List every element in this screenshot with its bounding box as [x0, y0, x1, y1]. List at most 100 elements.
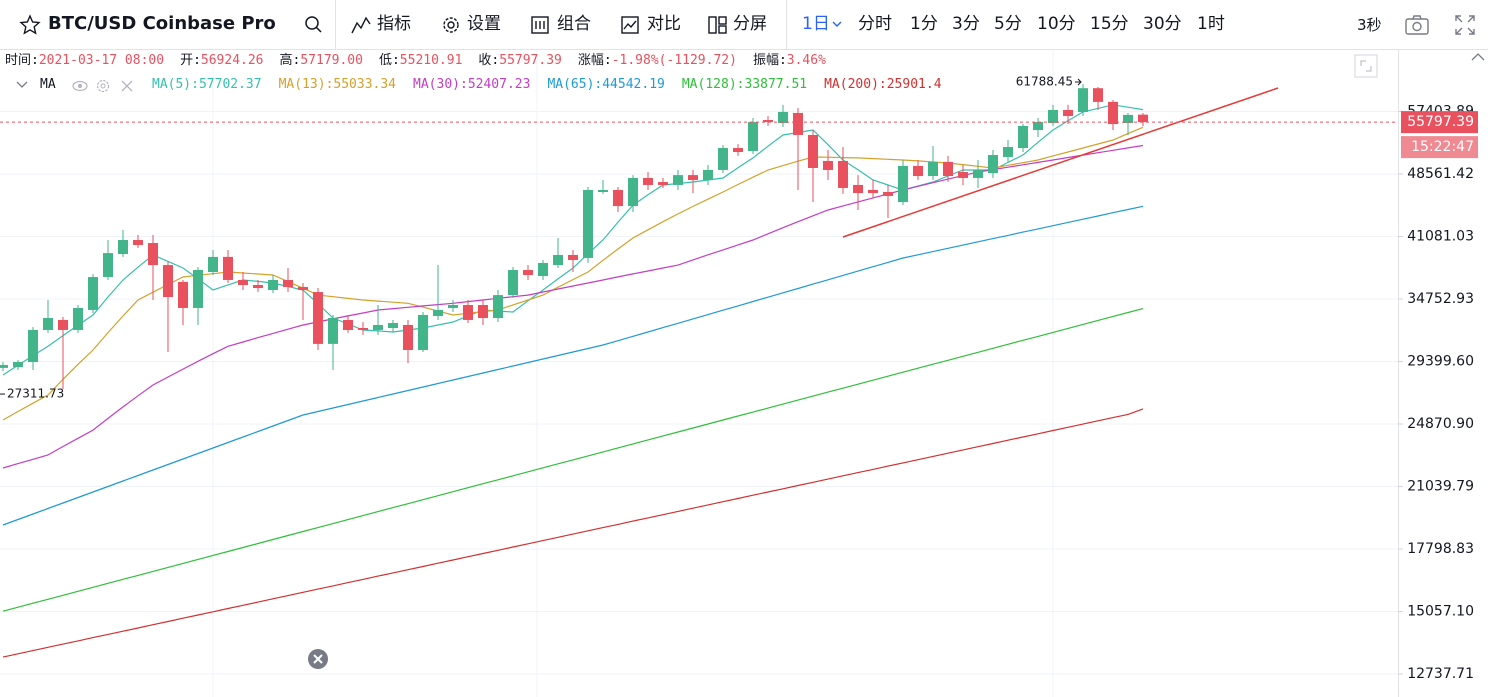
- candle-body: [958, 172, 968, 178]
- left-pane: [708, 16, 717, 34]
- ma-legend-entry: MA(128)33877.51: [682, 77, 807, 92]
- frame: [531, 16, 549, 34]
- interval-button[interactable]: 5分: [994, 14, 1022, 34]
- countdown-label: 15:22:47: [1411, 139, 1474, 155]
- interval-button[interactable]: 3分: [952, 14, 980, 34]
- y-tick-label: 29399.60: [1407, 354, 1474, 370]
- ohlc-info: 时间:2021-03-17 08:00 开:56924.26 高:57179.00 低…: [5, 52, 842, 70]
- glyph: [351, 16, 371, 34]
- interval-button[interactable]: 10分: [1037, 14, 1076, 34]
- candle-body: [493, 295, 503, 319]
- ma-line: [2, 408, 1144, 658]
- candle-body: [673, 175, 683, 185]
- line: [623, 20, 637, 30]
- separator: [335, 0, 336, 49]
- candle-body: [928, 161, 938, 177]
- candle-body: [823, 160, 833, 170]
- symbol[interactable]: BTC/USD Coinbase Pro: [48, 13, 276, 34]
- price-axis: 57403.8948561.4241081.0334752.9329399.60…: [1398, 104, 1478, 682]
- min-price-label: 27311.73: [7, 387, 64, 401]
- ma-line: [2, 144, 1144, 469]
- candle-body: [433, 309, 443, 316]
- candle-body: [193, 269, 203, 308]
- search-icon[interactable]: [304, 15, 324, 35]
- ma-value: 33877.51: [744, 77, 808, 92]
- gear-center: [447, 21, 455, 29]
- info-label: 时间:: [5, 53, 39, 68]
- remove-x: [313, 654, 323, 664]
- overlay: 61788.45 27311.73: [0, 75, 1398, 401]
- toolbar: BTC/USD Coinbase Pro 指标 设置 组合 对比 分屏 1日 分…: [0, 0, 1488, 50]
- close: [121, 80, 133, 92]
- indicator-name[interactable]: MA: [40, 77, 56, 92]
- interval-dropdown[interactable]: [832, 20, 842, 28]
- candle-body: [868, 189, 878, 194]
- candle-body: [373, 324, 383, 330]
- tool-button[interactable]: 组合: [557, 14, 591, 34]
- ma-legend-entry: MA(13)55033.34: [279, 77, 396, 92]
- interval-button[interactable]: 30分: [1143, 14, 1182, 34]
- candle-body: [208, 256, 218, 272]
- last-price-box: [1401, 111, 1478, 134]
- candle-body: [1123, 114, 1133, 124]
- tool-button[interactable]: 设置: [467, 14, 501, 34]
- candle-body: [238, 279, 248, 286]
- interval-button[interactable]: 分时: [858, 14, 892, 34]
- interval-button[interactable]: 15分: [1090, 14, 1129, 34]
- ma-legend-entry: MA(65)44542.19: [547, 77, 664, 92]
- countdown-box: [1401, 136, 1478, 159]
- ma-value: 52407.23: [467, 77, 531, 92]
- axis-scroll-up[interactable]: [1471, 53, 1485, 61]
- info-value: 57179.00: [300, 53, 363, 68]
- remove-drawing-button[interactable]: [308, 649, 328, 669]
- ma-legend-entry: MA(200)25901.4: [824, 77, 941, 92]
- candle-body: [628, 177, 638, 207]
- split-icon: [708, 16, 727, 34]
- tool-button[interactable]: 指标: [377, 14, 411, 34]
- separator: [786, 0, 787, 49]
- candle-body: [883, 191, 893, 196]
- tool-button[interactable]: 分屏: [733, 14, 767, 34]
- info-item: 高:57179.00: [280, 53, 363, 68]
- chevron: [832, 21, 842, 27]
- chevron: [16, 81, 28, 88]
- candle-body: [988, 155, 998, 174]
- favorite-icon[interactable]: [19, 14, 41, 36]
- candle-body: [508, 269, 518, 296]
- trend-line-drawing[interactable]: [842, 87, 1279, 238]
- info-value: 55797.39: [499, 53, 562, 68]
- collapse-icon[interactable]: [16, 80, 28, 90]
- handle: [315, 26, 322, 33]
- tool-button[interactable]: 对比: [647, 14, 681, 34]
- candle-body: [388, 323, 398, 328]
- indicator-controls[interactable]: [72, 78, 136, 94]
- refresh-rate[interactable]: 3秒: [1357, 16, 1382, 34]
- ma-legend-entry: MA(5)57702.37: [152, 77, 262, 92]
- interval-button[interactable]: 1时: [1197, 14, 1225, 34]
- maximize-icon: [1360, 60, 1372, 72]
- candle-body: [718, 148, 728, 170]
- info-item: 涨幅:-1.98%(-1129.72): [578, 53, 737, 68]
- info-label: 开:: [180, 53, 201, 68]
- candle-body: [688, 175, 698, 180]
- candle-body: [328, 318, 338, 344]
- screenshot-icon[interactable]: [1404, 14, 1430, 36]
- candle-body: [838, 160, 848, 188]
- maximize-button[interactable]: [1354, 54, 1378, 78]
- ma-values: MA(5)57702.37 MA(13)55033.34 MA(30)52407.2…: [152, 75, 959, 95]
- ma-name: MA(30): [413, 77, 468, 92]
- candle-body: [778, 111, 788, 124]
- candle-body: [853, 184, 863, 194]
- candle-body: [1078, 88, 1088, 112]
- candle-body: [418, 314, 428, 351]
- candle-body: [523, 269, 533, 276]
- fullscreen-icon[interactable]: [1454, 14, 1476, 36]
- interval-button[interactable]: 1分: [910, 14, 938, 34]
- interval-button[interactable]: 1日: [802, 14, 830, 34]
- candle-body: [808, 134, 818, 168]
- ma-line: [2, 308, 1144, 612]
- candle-body: [88, 277, 98, 310]
- last-price-label: 55797.39: [1407, 114, 1474, 130]
- candle-body: [28, 329, 38, 363]
